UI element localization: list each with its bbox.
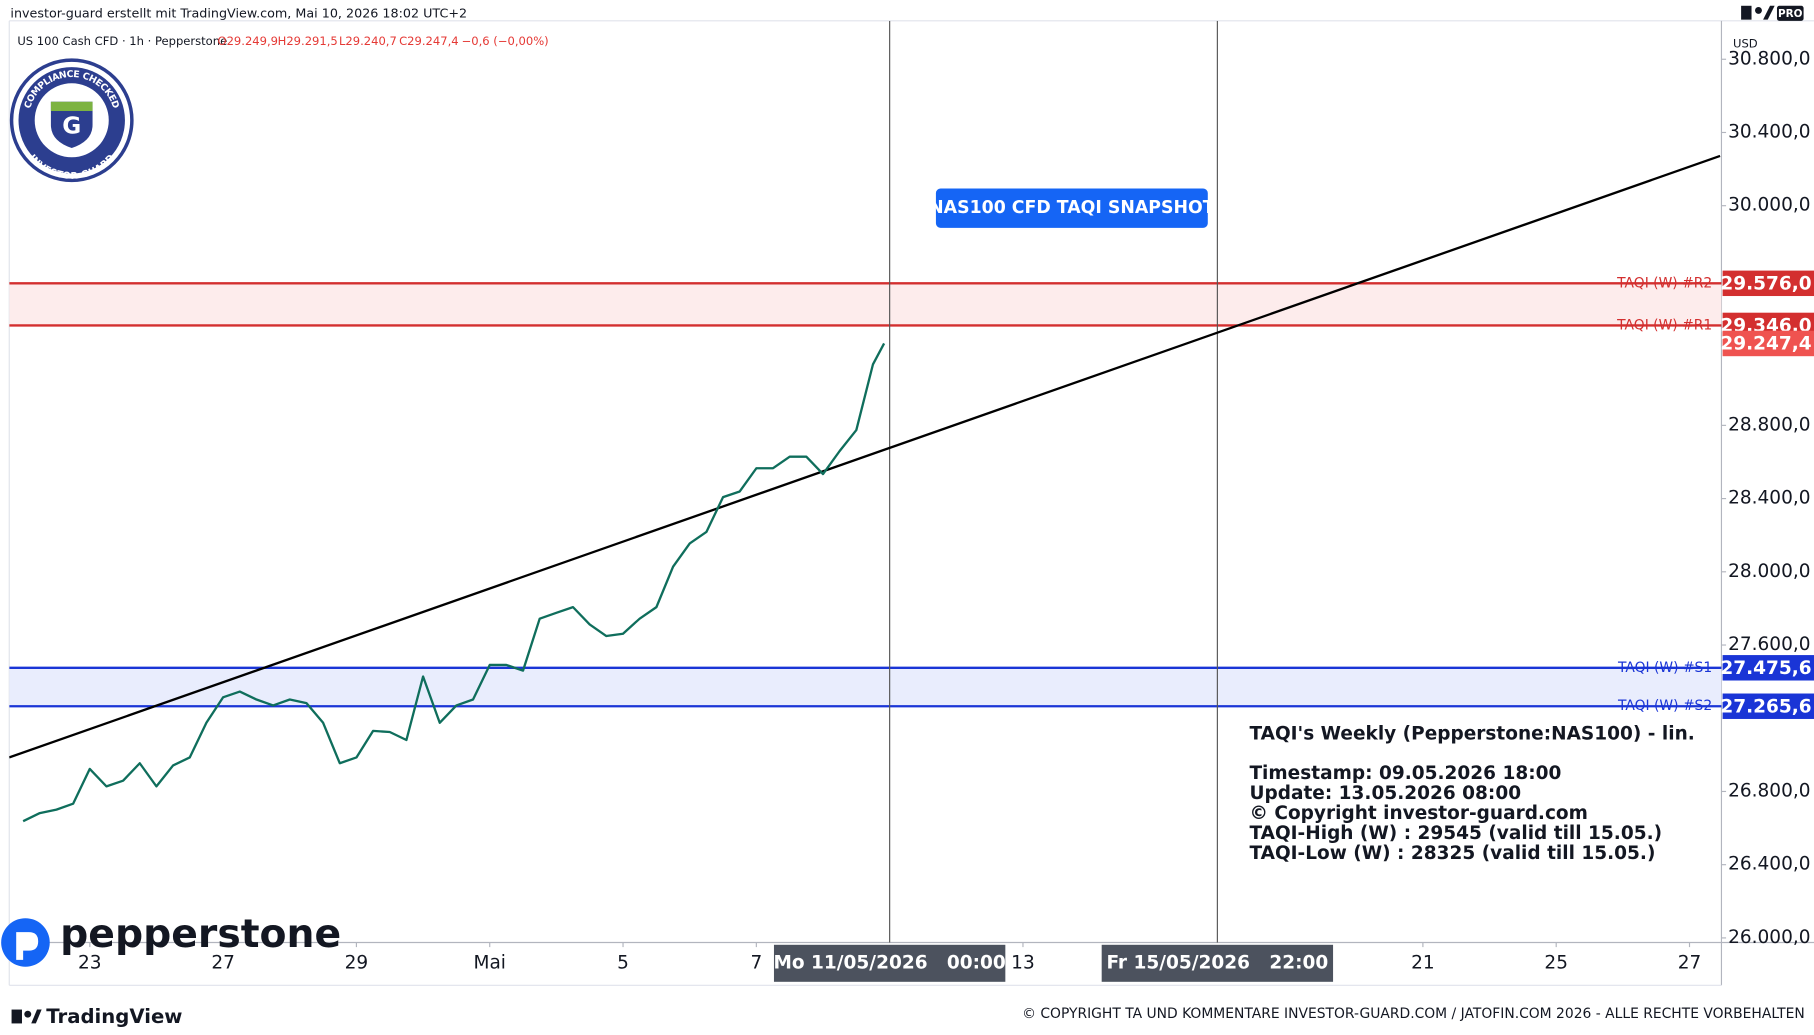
y-tick-label: 28.800,0: [1728, 414, 1810, 435]
logo-shape: [11, 1009, 22, 1024]
level-name: TAQI (W) #S1: [1617, 660, 1712, 676]
pro-text: PRO: [1778, 8, 1803, 20]
info-line: TAQI-Low (W) : 28325 (valid till 15.05.): [1249, 843, 1655, 864]
x-tick-label: 7: [750, 952, 762, 973]
currency: USD: [1733, 36, 1758, 50]
crosshair-label-box: [1101, 944, 1334, 982]
level-price-box: [1722, 693, 1814, 719]
y-tick-label: 26.800,0: [1728, 780, 1810, 801]
level-name: TAQI (W) #S2: [1617, 698, 1712, 714]
change: −0,6 (−0,00%): [462, 34, 549, 48]
logo-shape: [31, 1009, 42, 1024]
platform-logo: TradingView: [11, 1005, 182, 1028]
symbol-legend: US 100 Cash CFD · 1h · Pepperstone O29.2…: [17, 34, 548, 48]
logo-shape: [1754, 6, 1762, 14]
high: H29.291,5: [278, 34, 338, 48]
compliance-badge: G COMPLIANCE CHECKED INVESTOR-GUARD: [9, 58, 134, 183]
x-tick-label: 27: [1678, 952, 1702, 973]
level-name: TAQI (W) #R1: [1616, 317, 1712, 333]
low: L29.240,7: [339, 34, 397, 48]
level-price-box: [1722, 270, 1814, 297]
x-tick-label: 25: [1544, 952, 1568, 973]
badge-letter: G: [62, 114, 81, 140]
crosshair-label: Mo 11/05/2026 00:00: [773, 952, 1005, 973]
y-tick-label: 26.000,0: [1728, 927, 1810, 948]
platform-name: TradingView: [46, 1005, 182, 1028]
open: O29.249,9: [217, 34, 278, 48]
y-tick-label: 26.400,0: [1728, 854, 1810, 875]
symbol-name: US 100 Cash CFD · 1h · Pepperstone: [17, 34, 227, 48]
info-line: © Copyright investor-guard.com: [1249, 803, 1587, 824]
x-tick-label: Mai: [473, 952, 505, 973]
level-price-label: 27.265,6: [1720, 696, 1811, 717]
x-tick-label: 21: [1411, 952, 1435, 973]
close: C29.247,4: [399, 34, 458, 48]
x-tick-label: 29: [345, 952, 369, 973]
y-tick-label: 30.800,0: [1728, 48, 1810, 69]
x-tick-label: 23: [78, 952, 102, 973]
copyright: © COPYRIGHT TA UND KOMMENTARE INVESTOR-G…: [1022, 1006, 1805, 1022]
info-line: Update: 13.05.2026 08:00: [1249, 783, 1521, 804]
y-tick-label: 30.400,0: [1728, 121, 1810, 142]
pro-box: [1776, 5, 1804, 21]
price-line: [22, 342, 886, 823]
tv-pro-logo: PRO: [1741, 5, 1804, 21]
x-tick-label: 5: [617, 952, 629, 973]
y-tick-label: 27.600,0: [1728, 634, 1810, 655]
level-price-box: [1722, 655, 1814, 681]
crosshair-label-box: [773, 944, 1006, 982]
logo-shape: [1741, 5, 1752, 20]
trendline: [9, 154, 1721, 759]
annotation-box: [935, 188, 1208, 228]
header: investor-guard erstellt mit TradingView.…: [10, 5, 467, 20]
y-tick-label: 28.000,0: [1728, 561, 1810, 582]
x-tick-label: 27: [211, 952, 235, 973]
info-line: TAQI-High (W) : 29545 (valid till 15.05.…: [1249, 823, 1662, 844]
broker-icon-p: [16, 932, 39, 960]
level-price-label: 27.475,6: [1720, 658, 1811, 679]
info-line: Timestamp: 09.05.2026 18:00: [1249, 763, 1561, 784]
crosshair-label: Fr 15/05/2026 22:00: [1106, 952, 1328, 973]
overlay: 26.000,0 26.400,0 26.800,0 27.600,0 28.000,0…: [78, 48, 1814, 982]
level-name: TAQI (W) #R2: [1616, 275, 1712, 291]
last-price-box: [1722, 330, 1814, 357]
annotation: NAS100 CFD TAQI SNAPSHOT: [929, 198, 1215, 218]
y-tick-label: 30.000,0: [1728, 195, 1810, 216]
level-price-label: 29.576,0: [1720, 273, 1811, 294]
broker-name: pepperstone: [60, 912, 341, 957]
y-tick-label: 28.400,0: [1728, 488, 1810, 509]
zone: [9, 283, 1722, 326]
broker-logo: pepperstone: [1, 912, 341, 967]
plot-area: [9, 20, 1722, 943]
badge-shield-top: [50, 101, 93, 112]
badge-shield: [50, 101, 93, 149]
info-line: TAQI's Weekly (Pepperstone:NAS100) - lin…: [1249, 723, 1694, 744]
x-tick-label: 13: [1011, 952, 1035, 973]
logo-shape: [24, 1010, 32, 1018]
zone: [9, 667, 1722, 707]
logo-shape: [1763, 5, 1775, 20]
last-price-label: 29.247,4: [1720, 334, 1811, 355]
